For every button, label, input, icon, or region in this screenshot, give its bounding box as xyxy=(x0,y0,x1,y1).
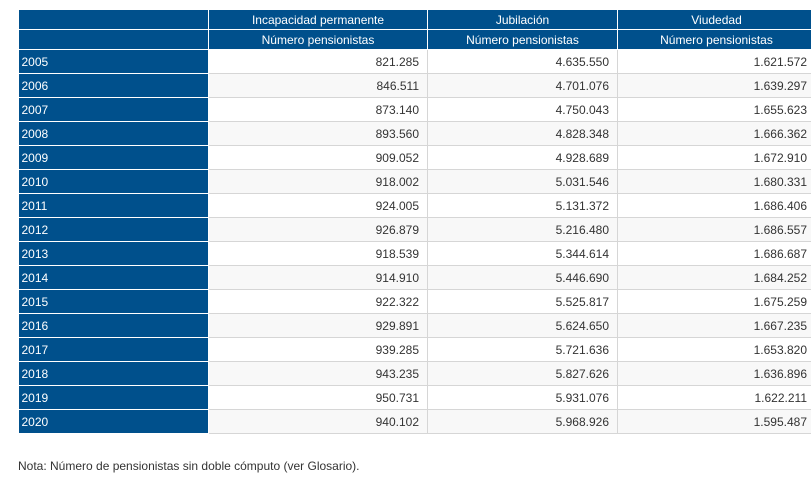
cell-jubilacion: 4.750.043 xyxy=(427,97,618,122)
cell-jubilacion: 5.446.690 xyxy=(427,265,618,290)
cell-jubilacion: 5.525.817 xyxy=(427,289,618,314)
cell-incapacidad: 922.322 xyxy=(208,289,428,314)
cell-year: 2013 xyxy=(18,241,209,266)
corner-cell xyxy=(18,10,209,30)
header-viudedad: Viudedad xyxy=(617,10,811,30)
cell-incapacidad: 909.052 xyxy=(208,145,428,170)
cell-incapacidad: 926.879 xyxy=(208,217,428,242)
subheader: Número pensionistas xyxy=(208,29,428,50)
cell-jubilacion: 5.216.480 xyxy=(427,217,618,242)
cell-year: 2011 xyxy=(18,193,209,218)
table-row: 2006 846.511 4.701.076 1.639.297 xyxy=(18,73,811,98)
cell-viudedad: 1.621.572 xyxy=(617,49,811,74)
cell-viudedad: 1.686.687 xyxy=(617,241,811,266)
cell-incapacidad: 929.891 xyxy=(208,313,428,338)
cell-viudedad: 1.639.297 xyxy=(617,73,811,98)
cell-viudedad: 1.595.487 xyxy=(617,409,811,434)
cell-incapacidad: 846.511 xyxy=(208,73,428,98)
cell-year: 2020 xyxy=(18,409,209,434)
cell-jubilacion: 5.131.372 xyxy=(427,193,618,218)
cell-jubilacion: 5.968.926 xyxy=(427,409,618,434)
cell-incapacidad: 924.005 xyxy=(208,193,428,218)
cell-jubilacion: 4.828.348 xyxy=(427,121,618,146)
cell-jubilacion: 5.344.614 xyxy=(427,241,618,266)
cell-viudedad: 1.684.252 xyxy=(617,265,811,290)
cell-year: 2006 xyxy=(18,73,209,98)
header-jubilacion: Jubilación xyxy=(427,10,618,30)
cell-jubilacion: 4.635.550 xyxy=(427,49,618,74)
cell-jubilacion: 4.701.076 xyxy=(427,73,618,98)
cell-year: 2010 xyxy=(18,169,209,194)
cell-viudedad: 1.672.910 xyxy=(617,145,811,170)
cell-incapacidad: 940.102 xyxy=(208,409,428,434)
cell-year: 2018 xyxy=(18,361,209,386)
cell-viudedad: 1.666.362 xyxy=(617,121,811,146)
cell-jubilacion: 5.827.626 xyxy=(427,361,618,386)
cell-viudedad: 1.686.557 xyxy=(617,217,811,242)
cell-year: 2017 xyxy=(18,337,209,362)
cell-year: 2019 xyxy=(18,385,209,410)
cell-incapacidad: 918.539 xyxy=(208,241,428,266)
cell-incapacidad: 914.910 xyxy=(208,265,428,290)
subheader: Número pensionistas xyxy=(427,29,618,50)
table-row: 2017 939.285 5.721.636 1.653.820 xyxy=(18,337,811,362)
corner-cell xyxy=(18,29,209,50)
table-row: 2013 918.539 5.344.614 1.686.687 xyxy=(18,241,811,266)
cell-year: 2015 xyxy=(18,289,209,314)
pensioners-table: Incapacidad permanente Jubilación Viuded… xyxy=(18,10,811,434)
table-row: 2010 918.002 5.031.546 1.680.331 xyxy=(18,169,811,194)
group-header-row: Incapacidad permanente Jubilación Viuded… xyxy=(18,10,811,30)
cell-viudedad: 1.653.820 xyxy=(617,337,811,362)
table-row: 2020 940.102 5.968.926 1.595.487 xyxy=(18,409,811,434)
table-row: 2014 914.910 5.446.690 1.684.252 xyxy=(18,265,811,290)
cell-year: 2016 xyxy=(18,313,209,338)
cell-viudedad: 1.667.235 xyxy=(617,313,811,338)
cell-viudedad: 1.655.623 xyxy=(617,97,811,122)
table-row: 2011 924.005 5.131.372 1.686.406 xyxy=(18,193,811,218)
cell-viudedad: 1.680.331 xyxy=(617,169,811,194)
cell-incapacidad: 893.560 xyxy=(208,121,428,146)
cell-incapacidad: 939.285 xyxy=(208,337,428,362)
cell-jubilacion: 5.721.636 xyxy=(427,337,618,362)
table-row: 2005 821.285 4.635.550 1.621.572 xyxy=(18,49,811,74)
cell-year: 2005 xyxy=(18,49,209,74)
cell-incapacidad: 873.140 xyxy=(208,97,428,122)
cell-year: 2007 xyxy=(18,97,209,122)
table-row: 2009 909.052 4.928.689 1.672.910 xyxy=(18,145,811,170)
cell-year: 2008 xyxy=(18,121,209,146)
table-row: 2007 873.140 4.750.043 1.655.623 xyxy=(18,97,811,122)
cell-incapacidad: 918.002 xyxy=(208,169,428,194)
table-row: 2015 922.322 5.525.817 1.675.259 xyxy=(18,289,811,314)
cell-year: 2012 xyxy=(18,217,209,242)
table-row: 2019 950.731 5.931.076 1.622.211 xyxy=(18,385,811,410)
cell-viudedad: 1.686.406 xyxy=(617,193,811,218)
cell-incapacidad: 943.235 xyxy=(208,361,428,386)
cell-jubilacion: 5.931.076 xyxy=(427,385,618,410)
cell-incapacidad: 821.285 xyxy=(208,49,428,74)
sub-header-row: Número pensionistas Número pensionistas … xyxy=(18,29,811,50)
table-row: 2012 926.879 5.216.480 1.686.557 xyxy=(18,217,811,242)
cell-jubilacion: 5.624.650 xyxy=(427,313,618,338)
cell-jubilacion: 4.928.689 xyxy=(427,145,618,170)
cell-viudedad: 1.675.259 xyxy=(617,289,811,314)
cell-year: 2009 xyxy=(18,145,209,170)
table-row: 2008 893.560 4.828.348 1.666.362 xyxy=(18,121,811,146)
cell-jubilacion: 5.031.546 xyxy=(427,169,618,194)
cell-viudedad: 1.622.211 xyxy=(617,385,811,410)
table-row: 2016 929.891 5.624.650 1.667.235 xyxy=(18,313,811,338)
table-row: 2018 943.235 5.827.626 1.636.896 xyxy=(18,361,811,386)
cell-incapacidad: 950.731 xyxy=(208,385,428,410)
subheader: Número pensionistas xyxy=(617,29,811,50)
header-incapacidad: Incapacidad permanente xyxy=(208,10,428,30)
cell-viudedad: 1.636.896 xyxy=(617,361,811,386)
cell-year: 2014 xyxy=(18,265,209,290)
footnote: Nota: Número de pensionistas sin doble c… xyxy=(18,459,360,473)
